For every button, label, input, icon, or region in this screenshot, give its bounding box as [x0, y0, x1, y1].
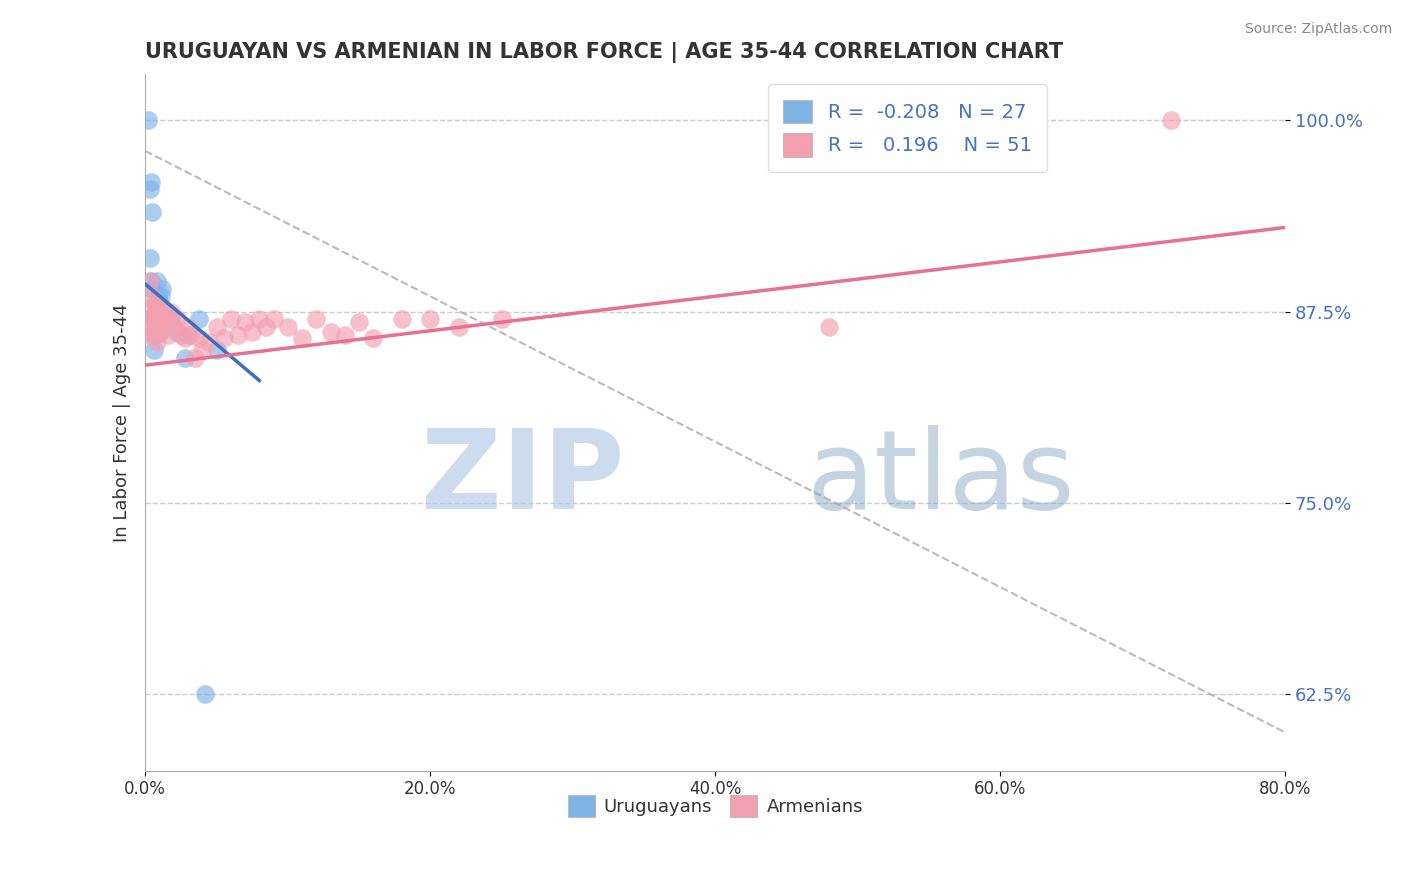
- Point: [188, 312, 211, 326]
- Point: [226, 327, 249, 342]
- Point: [818, 320, 841, 334]
- Point: [156, 312, 179, 326]
- Point: [141, 327, 163, 342]
- Point: [138, 274, 160, 288]
- Point: [160, 304, 183, 318]
- Point: [240, 325, 263, 339]
- Y-axis label: In Labor Force | Age 35-44: In Labor Force | Age 35-44: [114, 303, 131, 541]
- Point: [153, 312, 176, 326]
- Point: [136, 113, 159, 128]
- Point: [157, 312, 180, 326]
- Point: [247, 312, 270, 326]
- Point: [191, 343, 214, 357]
- Point: [143, 297, 166, 311]
- Point: [174, 331, 197, 345]
- Point: [333, 327, 356, 342]
- Point: [198, 335, 221, 350]
- Legend: Uruguayans, Armenians: Uruguayans, Armenians: [561, 788, 870, 824]
- Point: [136, 312, 159, 326]
- Point: [254, 320, 277, 334]
- Point: [148, 297, 170, 311]
- Point: [361, 331, 384, 345]
- Point: [184, 351, 207, 365]
- Point: [145, 335, 167, 350]
- Point: [149, 289, 172, 303]
- Point: [491, 312, 513, 326]
- Point: [145, 297, 167, 311]
- Point: [205, 343, 228, 357]
- Point: [142, 312, 165, 326]
- Point: [263, 312, 285, 326]
- Point: [141, 282, 163, 296]
- Point: [174, 351, 197, 365]
- Point: [148, 325, 170, 339]
- Point: [152, 320, 174, 334]
- Point: [142, 297, 165, 311]
- Point: [157, 327, 180, 342]
- Point: [138, 327, 160, 342]
- Point: [146, 289, 169, 303]
- Point: [145, 274, 167, 288]
- Text: ZIP: ZIP: [420, 425, 624, 532]
- Point: [139, 274, 162, 288]
- Point: [138, 251, 160, 265]
- Point: [143, 325, 166, 339]
- Point: [143, 327, 166, 342]
- Point: [138, 182, 160, 196]
- Point: [139, 289, 162, 303]
- Point: [156, 304, 179, 318]
- Text: URUGUAYAN VS ARMENIAN IN LABOR FORCE | AGE 35-44 CORRELATION CHART: URUGUAYAN VS ARMENIAN IN LABOR FORCE | A…: [145, 42, 1063, 62]
- Point: [212, 331, 235, 345]
- Point: [319, 325, 342, 339]
- Point: [291, 331, 314, 345]
- Point: [139, 175, 162, 189]
- Point: [219, 312, 242, 326]
- Point: [152, 282, 174, 296]
- Point: [188, 331, 211, 345]
- Point: [177, 327, 200, 342]
- Text: Source: ZipAtlas.com: Source: ZipAtlas.com: [1244, 22, 1392, 37]
- Text: atlas: atlas: [807, 425, 1076, 532]
- Point: [146, 304, 169, 318]
- Point: [141, 205, 163, 219]
- Point: [148, 325, 170, 339]
- Point: [233, 315, 256, 329]
- Point: [143, 304, 166, 318]
- Point: [166, 312, 188, 326]
- Point: [160, 312, 183, 326]
- Point: [170, 327, 193, 342]
- Point: [163, 320, 186, 334]
- Point: [142, 343, 165, 357]
- Point: [166, 325, 188, 339]
- Point: [142, 312, 165, 326]
- Point: [391, 312, 413, 326]
- Point: [419, 312, 441, 326]
- Point: [145, 297, 167, 311]
- Point: [205, 320, 228, 334]
- Point: [447, 320, 470, 334]
- Point: [305, 312, 328, 326]
- Point: [1160, 113, 1182, 128]
- Point: [139, 312, 162, 326]
- Point: [194, 687, 217, 701]
- Point: [180, 327, 202, 342]
- Point: [277, 320, 299, 334]
- Point: [347, 315, 370, 329]
- Point: [177, 320, 200, 334]
